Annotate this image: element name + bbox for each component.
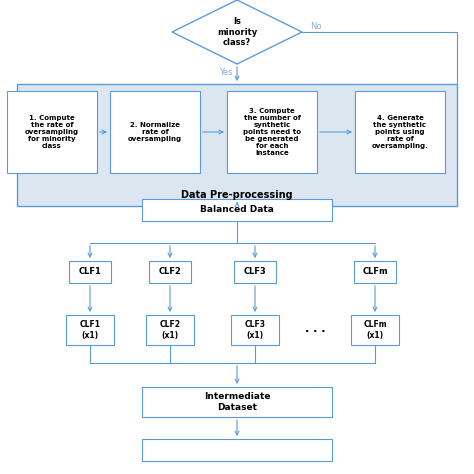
Bar bbox=[351, 315, 399, 345]
Bar bbox=[7, 91, 97, 173]
Polygon shape bbox=[172, 0, 302, 64]
Text: CLF3
(x1): CLF3 (x1) bbox=[245, 320, 265, 340]
Text: CLF1: CLF1 bbox=[79, 267, 101, 276]
Text: 1. Compute
the rate of
oversampling
for minority
class: 1. Compute the rate of oversampling for … bbox=[25, 115, 79, 149]
Bar bbox=[354, 261, 396, 283]
Text: CLFm: CLFm bbox=[362, 267, 388, 276]
Bar bbox=[142, 387, 332, 417]
Bar bbox=[142, 199, 332, 221]
Text: Balanced Data: Balanced Data bbox=[200, 206, 274, 215]
Text: No: No bbox=[310, 21, 321, 30]
Text: 2. Normalize
rate of
oversampling: 2. Normalize rate of oversampling bbox=[128, 122, 182, 142]
Text: 3. Compute
the number of
synthetic
points need to
be generated
for each
instance: 3. Compute the number of synthetic point… bbox=[243, 108, 301, 156]
Text: 4. Generate
the synthetic
points using
rate of
oversampling.: 4. Generate the synthetic points using r… bbox=[372, 115, 428, 149]
Text: Yes: Yes bbox=[219, 68, 233, 77]
Text: Is
minority
class?: Is minority class? bbox=[217, 17, 257, 47]
Bar bbox=[234, 261, 276, 283]
Bar bbox=[355, 91, 445, 173]
Text: CLFm
(x1): CLFm (x1) bbox=[363, 320, 387, 340]
Bar bbox=[110, 91, 200, 173]
Bar bbox=[17, 84, 457, 206]
Bar bbox=[69, 261, 111, 283]
Text: CLF1
(x1): CLF1 (x1) bbox=[80, 320, 100, 340]
Bar bbox=[146, 315, 194, 345]
Bar bbox=[231, 315, 279, 345]
Bar bbox=[66, 315, 114, 345]
Text: CLF3: CLF3 bbox=[244, 267, 266, 276]
Text: · · ·: · · · bbox=[305, 327, 325, 337]
Text: CLF2: CLF2 bbox=[159, 267, 182, 276]
Text: Intermediate
Dataset: Intermediate Dataset bbox=[204, 392, 270, 412]
Bar bbox=[149, 261, 191, 283]
Text: CLF2
(x1): CLF2 (x1) bbox=[159, 320, 181, 340]
Bar bbox=[227, 91, 317, 173]
Bar bbox=[142, 439, 332, 461]
Text: Data Pre-processing: Data Pre-processing bbox=[181, 190, 293, 200]
